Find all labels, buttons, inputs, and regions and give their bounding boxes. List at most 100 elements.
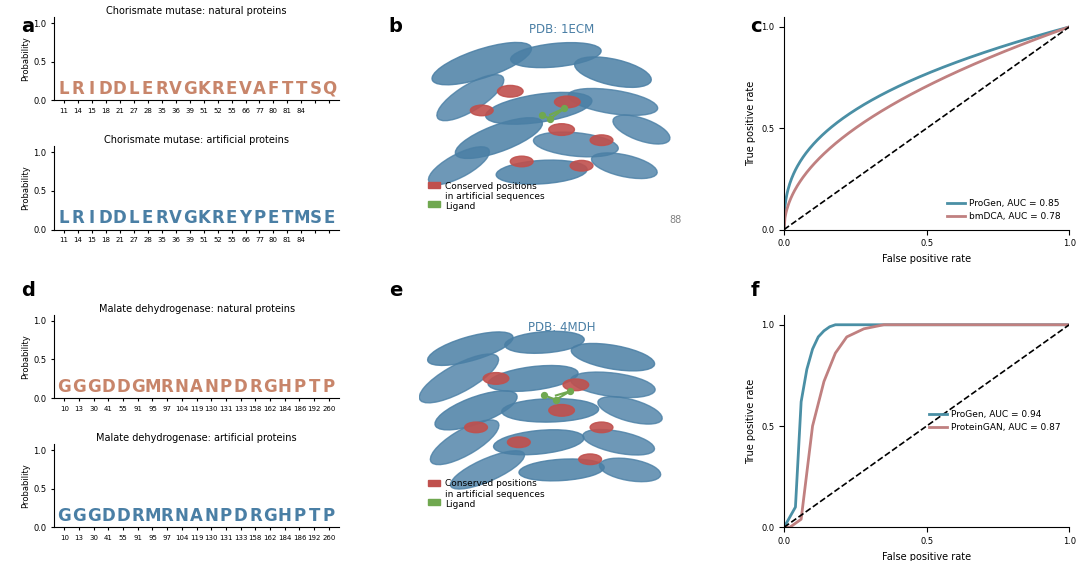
- ProteinGAN, AUC = 0.87: [795, 516, 808, 523]
- Text: K: K: [198, 209, 210, 227]
- ProteinGAN, AUC = 0.87: [858, 325, 870, 332]
- X-axis label: False positive rate: False positive rate: [882, 254, 971, 264]
- Text: G: G: [264, 378, 276, 396]
- Text: D: D: [233, 378, 247, 396]
- Text: G: G: [72, 507, 86, 525]
- Ellipse shape: [486, 93, 592, 124]
- bmDCA, AUC = 0.78: [953, 68, 966, 75]
- Text: I: I: [89, 80, 95, 98]
- Text: M: M: [293, 209, 310, 227]
- Text: 88: 88: [670, 215, 681, 226]
- Ellipse shape: [437, 75, 504, 121]
- Point: [536, 391, 553, 400]
- bmDCA, AUC = 0.78: [778, 226, 791, 233]
- Text: D: D: [99, 209, 112, 227]
- Point: [562, 387, 579, 396]
- Y-axis label: Probability: Probability: [22, 165, 30, 210]
- Ellipse shape: [432, 43, 531, 85]
- X-axis label: False positive rate: False positive rate: [882, 551, 971, 561]
- Ellipse shape: [456, 118, 542, 158]
- Ellipse shape: [534, 132, 618, 157]
- Text: D: D: [102, 378, 116, 396]
- Ellipse shape: [570, 372, 656, 398]
- Ellipse shape: [568, 89, 658, 116]
- Text: f: f: [751, 280, 759, 300]
- Ellipse shape: [483, 373, 509, 384]
- Ellipse shape: [575, 57, 651, 88]
- ProGen, AUC = 0.94: [818, 328, 831, 334]
- ProGen, AUC = 0.94: [806, 346, 819, 352]
- ProGen, AUC = 0.94: [795, 398, 808, 405]
- Text: T: T: [296, 80, 307, 98]
- ProGen, AUC = 0.94: [789, 504, 802, 511]
- Y-axis label: True positive rate: True positive rate: [745, 378, 756, 463]
- Text: N: N: [204, 378, 218, 396]
- Bar: [428, 480, 441, 486]
- Ellipse shape: [570, 160, 593, 171]
- Bar: [428, 182, 441, 188]
- Text: L: L: [129, 209, 139, 227]
- Ellipse shape: [435, 391, 517, 430]
- Ellipse shape: [502, 398, 598, 422]
- Text: P: P: [323, 507, 335, 525]
- bmDCA, AUC = 0.78: [1063, 24, 1076, 30]
- Text: E: E: [268, 209, 279, 227]
- Text: L: L: [58, 209, 69, 227]
- Text: P: P: [294, 507, 306, 525]
- Text: P: P: [220, 507, 232, 525]
- Text: E: E: [226, 209, 238, 227]
- ProGen, AUC = 0.85: [779, 203, 792, 210]
- Point: [548, 395, 565, 404]
- ProGen, AUC = 0.85: [946, 60, 959, 67]
- Title: Chorismate mutase: artificial proteins: Chorismate mutase: artificial proteins: [104, 135, 289, 145]
- Ellipse shape: [498, 85, 523, 97]
- ProGen, AUC = 0.94: [823, 323, 836, 330]
- Text: R: R: [212, 209, 224, 227]
- Text: D: D: [112, 209, 126, 227]
- Text: V: V: [170, 80, 183, 98]
- Line: ProGen, AUC = 0.94: ProGen, AUC = 0.94: [784, 325, 1069, 527]
- Ellipse shape: [496, 160, 588, 184]
- Ellipse shape: [592, 153, 657, 178]
- Y-axis label: Probability: Probability: [22, 463, 30, 508]
- Text: T: T: [282, 80, 293, 98]
- Ellipse shape: [494, 430, 584, 455]
- Text: S: S: [309, 209, 322, 227]
- ProGen, AUC = 0.85: [778, 226, 791, 233]
- bmDCA, AUC = 0.78: [1017, 40, 1030, 47]
- Text: G: G: [57, 507, 71, 525]
- Text: K: K: [198, 80, 210, 98]
- Text: G: G: [86, 507, 100, 525]
- Text: N: N: [175, 378, 189, 396]
- Text: P: P: [294, 378, 306, 396]
- Text: R: R: [156, 80, 168, 98]
- ProGen, AUC = 0.85: [1017, 36, 1030, 43]
- Ellipse shape: [599, 458, 661, 482]
- ProteinGAN, AUC = 0.87: [783, 524, 796, 531]
- ProteinGAN, AUC = 0.87: [1063, 321, 1076, 328]
- Text: A: A: [190, 507, 203, 525]
- Ellipse shape: [488, 366, 578, 392]
- Text: Ligand: Ligand: [445, 203, 475, 211]
- Text: I: I: [89, 209, 95, 227]
- Ellipse shape: [419, 354, 499, 403]
- Text: V: V: [239, 80, 252, 98]
- Ellipse shape: [590, 422, 613, 433]
- Ellipse shape: [430, 420, 499, 465]
- Text: G: G: [183, 80, 197, 98]
- Ellipse shape: [511, 43, 602, 68]
- Bar: [428, 499, 441, 505]
- Line: ProteinGAN, AUC = 0.87: ProteinGAN, AUC = 0.87: [784, 325, 1069, 527]
- Text: E: E: [141, 209, 153, 227]
- Text: R: R: [249, 507, 261, 525]
- Text: A: A: [253, 80, 266, 98]
- Text: E: E: [226, 80, 238, 98]
- Text: F: F: [268, 80, 279, 98]
- Ellipse shape: [508, 437, 530, 448]
- Ellipse shape: [571, 343, 654, 371]
- Text: G: G: [183, 209, 197, 227]
- Title: Malate dehydrogenase: artificial proteins: Malate dehydrogenase: artificial protein…: [96, 433, 297, 443]
- Ellipse shape: [471, 105, 494, 116]
- Text: Q: Q: [322, 80, 337, 98]
- Text: H: H: [278, 378, 292, 396]
